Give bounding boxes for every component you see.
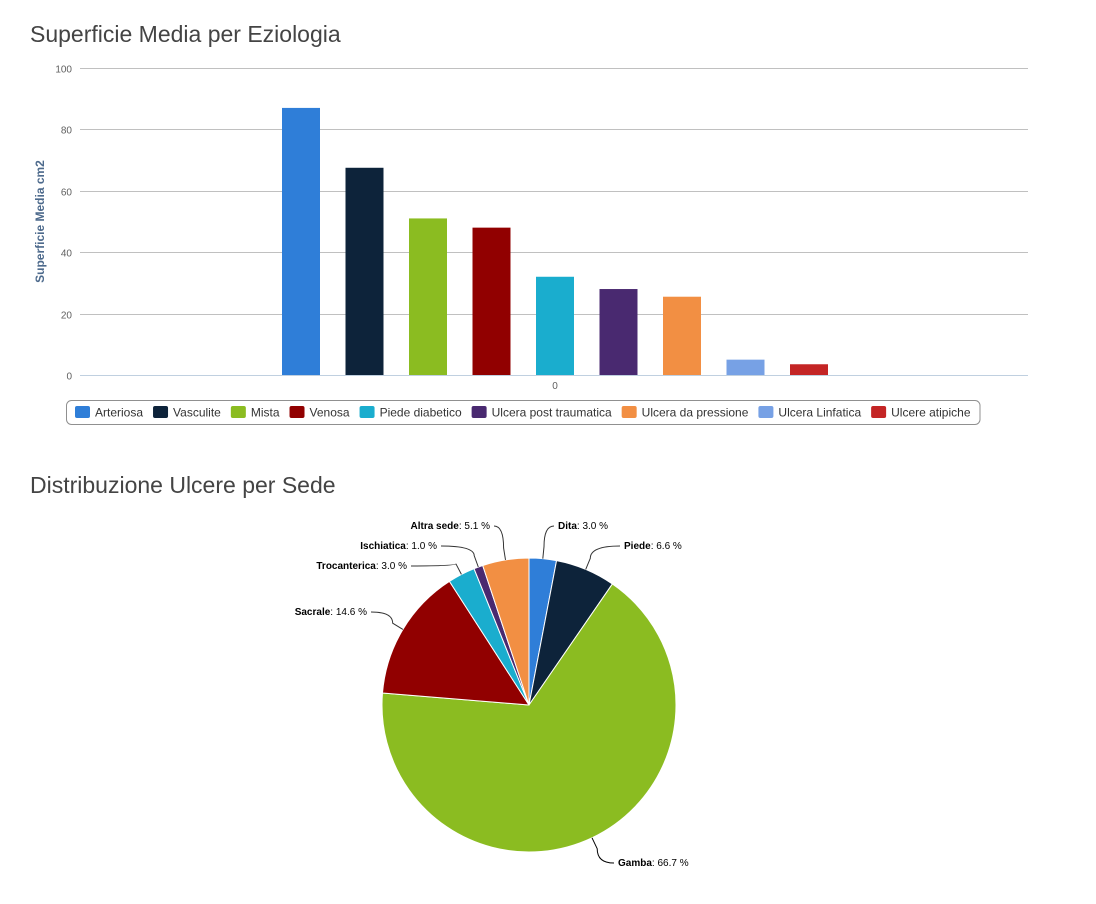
legend-swatch <box>471 406 487 418</box>
y-tick-label: 80 <box>61 126 73 137</box>
y-tick-label: 60 <box>61 188 73 199</box>
pie-connector <box>591 837 615 864</box>
pie-label-sacrale: Sacrale: 14.6 % <box>295 607 367 618</box>
y-tick-label: 20 <box>61 311 73 322</box>
pie-label-piede: Piede: 6.6 % <box>624 541 682 552</box>
pie-connector <box>585 545 621 570</box>
legend-label: Ulcere atipiche <box>891 406 971 420</box>
pie-label-dita: Dita: 3.0 % <box>558 521 608 532</box>
legend-swatch <box>871 406 887 418</box>
bar-ulcera-post-traumatica <box>599 289 638 375</box>
y-tick-label: 0 <box>66 372 72 383</box>
legend-label: Venosa <box>310 406 350 420</box>
pie-label-gamba: Gamba: 66.7 % <box>618 858 689 869</box>
bar-series <box>282 107 828 375</box>
pie-connector <box>440 545 479 568</box>
bar-ulcera-da-pressione <box>663 296 701 375</box>
pie-label-altra-sede: Altra sede: 5.1 % <box>411 521 491 532</box>
legend-swatch <box>153 406 169 418</box>
pie-slice-altra-sede[interactable] <box>482 557 530 706</box>
pie-connector <box>493 525 506 560</box>
pie-chart-title: Distribuzione Ulcere per Sede <box>30 472 336 498</box>
legend-label: Ulcera Linfatica <box>778 406 861 420</box>
legend-label: Arteriosa <box>95 406 143 420</box>
bar-venosa <box>472 227 511 375</box>
x-tick-label: 0 <box>552 381 558 392</box>
legend-swatch <box>359 406 375 418</box>
bar-x-ticks: 0 <box>552 381 558 392</box>
pie-connector <box>410 563 462 575</box>
legend-swatch <box>621 406 637 418</box>
legend-swatch <box>230 406 246 418</box>
bar-ulcere-atipiche <box>790 364 828 375</box>
legend-label: Piede diabetico <box>380 406 462 420</box>
legend-label: Ulcera da pressione <box>642 406 749 420</box>
legend-swatch <box>289 406 305 418</box>
bar-vasculite <box>345 167 384 375</box>
legend-swatch <box>75 406 90 418</box>
pie-slice-sacrale[interactable] <box>381 580 530 706</box>
legend-label: Mista <box>251 406 280 420</box>
y-tick-label: 100 <box>55 65 72 76</box>
legend-item[interactable]: Venosa <box>289 406 350 420</box>
legend-item[interactable]: Vasculite <box>153 406 221 420</box>
legend-item[interactable]: Piede diabetico <box>359 406 462 420</box>
pie-connector <box>370 611 404 630</box>
bar-chart-title: Superficie Media per Eziologia <box>30 21 341 47</box>
pie-slice-gamba[interactable] <box>381 583 677 853</box>
bar-piede-diabetico <box>536 276 574 375</box>
bar-ulcera-linfatica <box>726 359 765 375</box>
bar-gridlines <box>80 68 1028 376</box>
legend-label: Vasculite <box>173 406 221 420</box>
legend-item[interactable]: Ulcera da pressione <box>621 406 749 420</box>
pie-connector <box>542 525 555 559</box>
bar-y-axis-title: Superficie Media cm2 <box>33 160 47 283</box>
legend-item[interactable]: Ulcera post traumatica <box>471 406 612 420</box>
legend-item[interactable]: Mista <box>230 406 280 420</box>
bar-mista <box>409 218 447 375</box>
bar-legend: Arteriosa Vasculite Mista Venosa Piede diabe… <box>66 400 981 425</box>
pie-labels: Dita: 3.0 % Piede: 6.6 % Gamba: 66.7 % Sacr… <box>295 521 689 869</box>
legend-swatch <box>758 406 774 418</box>
pie-label-ischiatica: Ischiatica: 1.0 % <box>360 541 437 552</box>
bar-y-ticks: 0 20 40 60 80 100 <box>55 65 72 383</box>
pie-label-trocanterica: Trocanterica: 3.0 % <box>316 561 407 572</box>
legend-label: Ulcera post traumatica <box>492 406 612 420</box>
legend-item[interactable]: Ulcera Linfatica <box>758 406 861 420</box>
y-tick-label: 40 <box>61 249 73 260</box>
legend-item[interactable]: Ulcere atipiche <box>871 406 971 420</box>
pie-slices <box>381 557 677 853</box>
legend-item[interactable]: Arteriosa <box>75 406 143 420</box>
bar-arteriosa <box>282 107 320 375</box>
